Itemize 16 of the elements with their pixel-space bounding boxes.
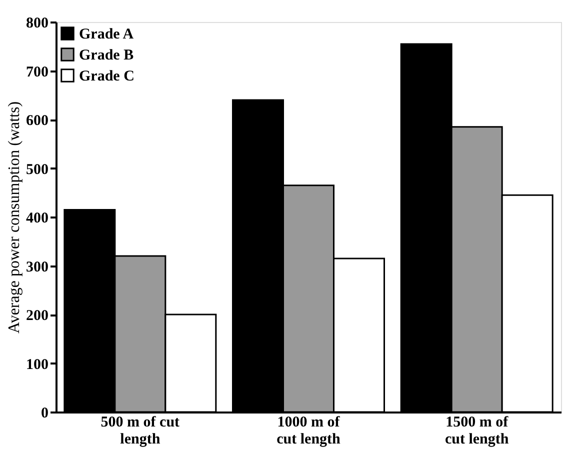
y-tick-label: 400 — [26, 210, 48, 226]
y-tick-label: 700 — [26, 64, 48, 80]
y-tick-label: 600 — [26, 113, 48, 129]
y-axis-title: Average power consumption (watts) — [6, 101, 23, 334]
legend-label: Grade B — [79, 48, 134, 64]
y-tick-label: 100 — [26, 356, 48, 373]
y-tick-label: 200 — [26, 308, 48, 324]
legend-label: Grade C — [79, 68, 134, 84]
x-tick-label: 1000 m of cut length — [276, 414, 342, 448]
y-tick-label: 800 — [26, 16, 48, 32]
x-tick-label: 500 m of cut length — [100, 414, 180, 448]
legend-label: Grade A — [79, 26, 134, 42]
y-tick-label: 500 — [26, 162, 48, 178]
x-tick-label: 1500 m of cut length — [444, 414, 510, 448]
y-tick-label: 300 — [26, 259, 48, 276]
y-tick-label: 0 — [41, 406, 48, 422]
